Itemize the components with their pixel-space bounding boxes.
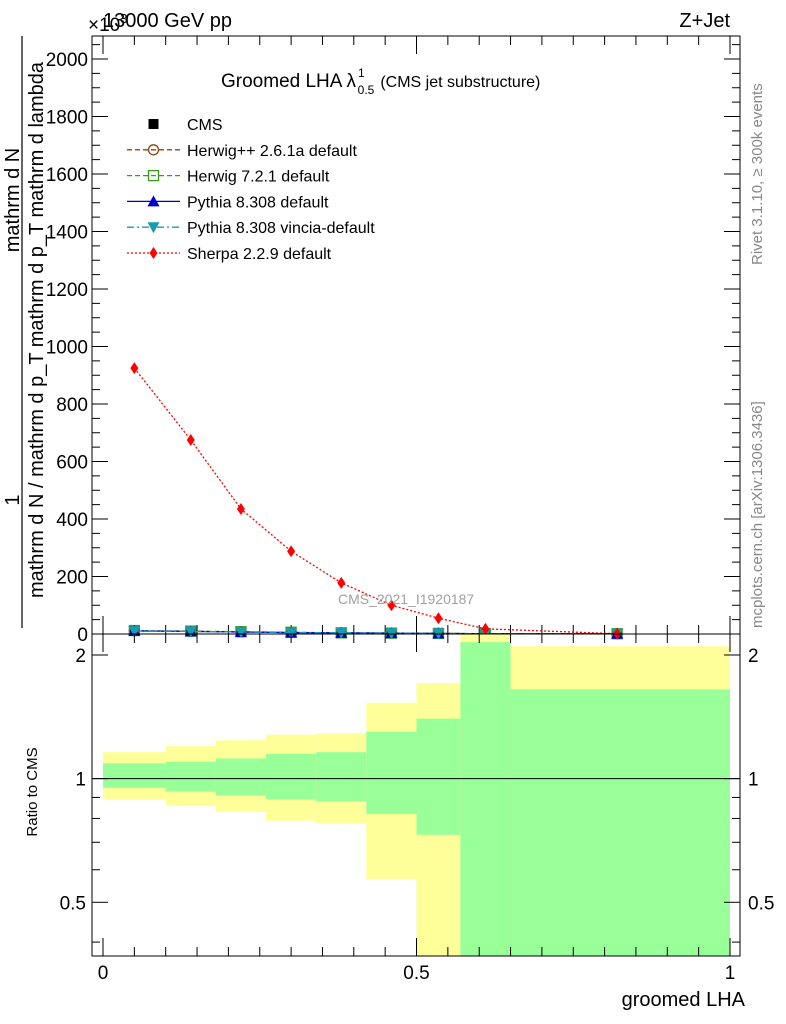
main-ytick-label: 1600 [46, 165, 88, 186]
legend-label: Pythia 8.308 default [187, 194, 329, 211]
legend: CMS Herwig++ 2.6.1a default Herwig 7.2.1 d… [127, 117, 375, 263]
legend-marker [147, 222, 160, 234]
legend-entry: Herwig 7.2.1 default [127, 169, 330, 186]
main-ytick-label: 1200 [46, 280, 88, 301]
ratio-panel: 0 0.5 1 0.5 0.5 1 1 2 2 [60, 633, 774, 984]
ratio-xtick-label: 1 [725, 963, 736, 984]
main-ytick-label: 2000 [46, 50, 88, 71]
legend-entry: CMS [148, 117, 223, 134]
series-5-point [337, 576, 346, 589]
ratio-ytick-label-right: 0.5 [748, 893, 774, 914]
series-5-point [387, 599, 396, 612]
ratio-xtick-label: 0.5 [403, 963, 429, 984]
series-4-point [128, 626, 141, 638]
legend-marker [147, 195, 160, 207]
ratio-inner-band-bin [165, 761, 216, 792]
ratio-ytick-label: 0.5 [60, 893, 86, 914]
main-ytick-label: 400 [56, 510, 88, 531]
ratio-ytick-label: 2 [75, 646, 86, 667]
series-5-point [236, 502, 245, 515]
ratio-inner-band-bin [416, 718, 461, 835]
header-energy: 13000 GeV pp [103, 10, 232, 32]
main-ytick-label: 0 [77, 625, 88, 646]
legend-entry: Pythia 8.308 vincia-default [127, 220, 375, 237]
header-exponent: ×103 [88, 11, 127, 36]
legend-label: Herwig 7.2.1 default [187, 169, 330, 186]
series-5-point [287, 545, 296, 558]
legend-marker [147, 144, 160, 156]
main-ytick-label: 1400 [46, 223, 88, 244]
series-4-point [335, 627, 348, 639]
main-ytick-label: 600 [56, 453, 88, 474]
header-process: Z+Jet [679, 10, 730, 32]
legend-label: Herwig++ 2.6.1a default [187, 143, 357, 160]
legend-entry: Herwig++ 2.6.1a default [127, 143, 357, 160]
xlabel: groomed LHA [622, 989, 746, 1011]
main-ytick-label: 200 [56, 568, 88, 589]
analysis-watermark: CMS_2021_I1920187 [338, 591, 474, 607]
main-title: Groomed LHA λ 1 0.5 (CMS jet substructure) [221, 66, 540, 97]
ratio-ytick-label: 1 [75, 770, 86, 791]
main-ytick-label: 1800 [46, 108, 88, 129]
ratio-ylabel: Ratio to CMS [24, 747, 41, 836]
mcplots-label: mcplots.cern.ch [arXiv:1306.3436] [749, 401, 766, 628]
ratio-inner-band-bin [460, 642, 511, 956]
main-ytick-label: 800 [56, 395, 88, 416]
ratio-inner-band-bin [266, 753, 317, 800]
legend-label: CMS [187, 117, 223, 134]
ratio-xtick-label: 0 [98, 963, 109, 984]
legend-label: Sherpa 2.2.9 default [187, 246, 332, 263]
main-ylabel: 1 mathrm d N mathrm d N / mathrm d p_T m… [2, 36, 48, 628]
ratio-inner-band-bin [366, 731, 417, 815]
ratio-inner-band-bin [510, 689, 730, 956]
ylabel-top: 1 [2, 494, 24, 505]
ratio-inner-band-bin [316, 752, 367, 802]
series-4-point [285, 627, 298, 639]
series-4-point [234, 626, 247, 638]
legend-marker [149, 247, 158, 259]
rivet-label: Rivet 3.1.10, ≥ 300k events [749, 83, 766, 265]
ratio-inner-band-bin [215, 758, 267, 796]
legend-entry: Sherpa 2.2.9 default [127, 246, 332, 263]
ratio-ytick-label-right: 2 [748, 646, 759, 667]
ratio-ytick-label-right: 1 [748, 770, 759, 791]
series-5-point [130, 362, 139, 375]
series-4-point [184, 626, 197, 638]
series-5-point [481, 622, 490, 635]
ylabel-numerator: mathrm d N [2, 148, 24, 252]
ratio-inner-band-bin [103, 763, 166, 788]
ylabel-denominator: mathrm d N / mathrm d p_T mathrm d p_T m… [26, 61, 48, 598]
legend-marker [147, 169, 160, 182]
series-5-point [186, 433, 195, 446]
main-ytick-label: 1000 [46, 338, 88, 359]
legend-label: Pythia 8.308 vincia-default [187, 220, 375, 237]
legend-marker [148, 119, 159, 129]
series-5-point [434, 612, 443, 625]
legend-entry: Pythia 8.308 default [127, 194, 329, 211]
